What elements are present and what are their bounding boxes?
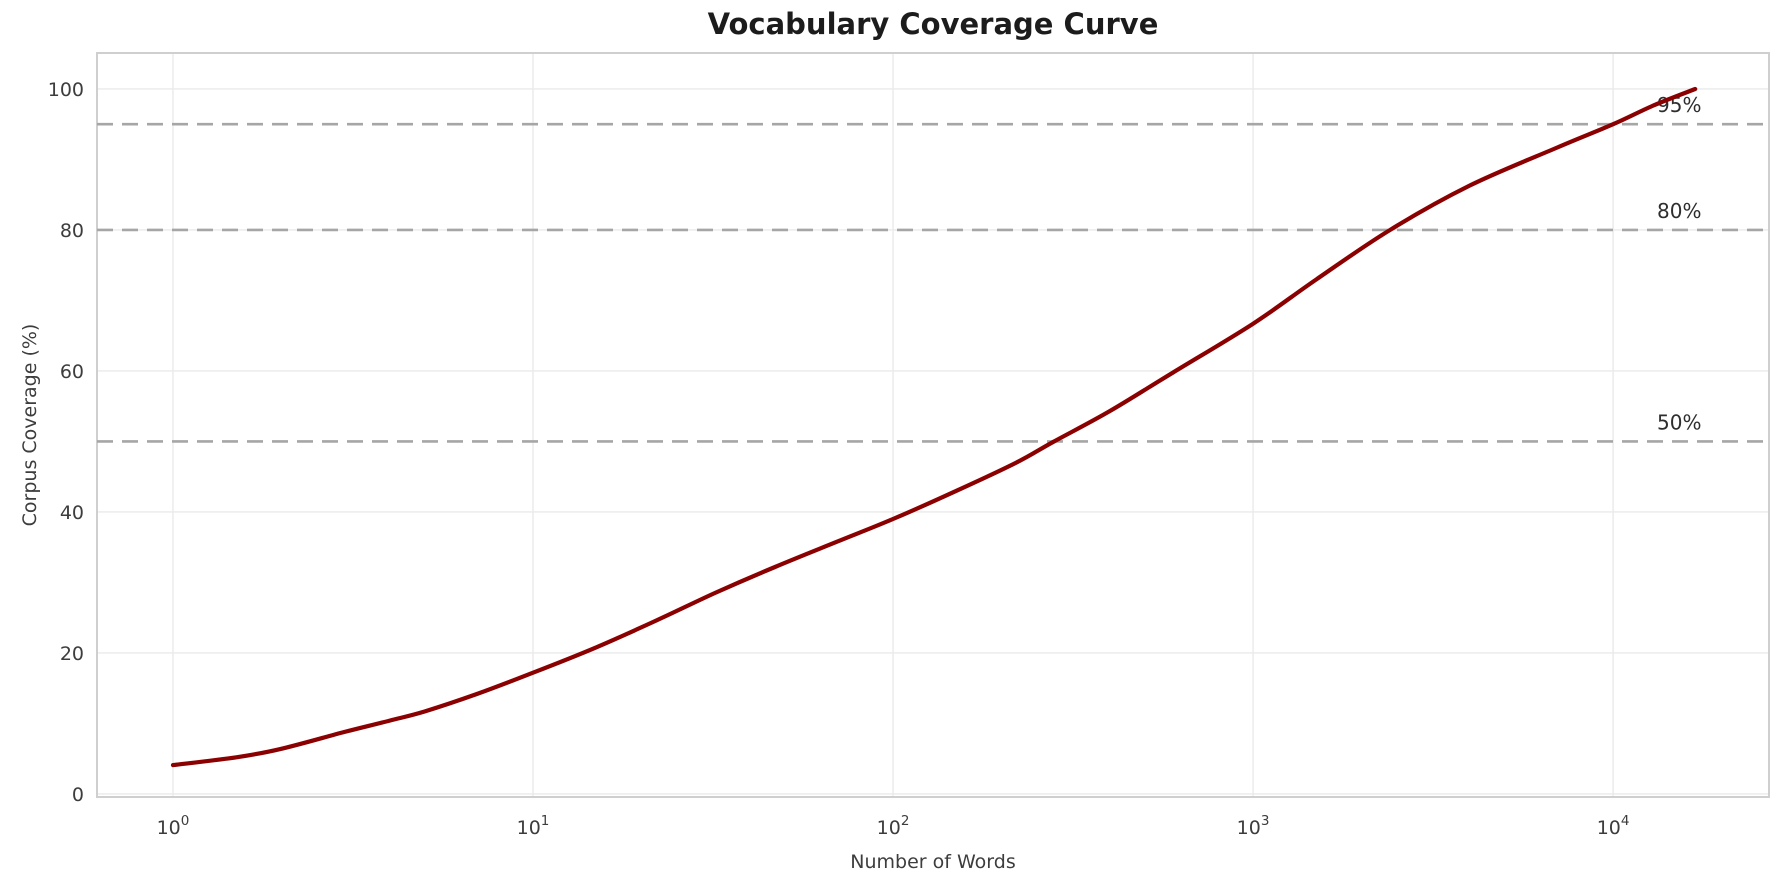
- x-tick-label: 104: [1597, 813, 1630, 839]
- coverage-curve-line: [170, 86, 1698, 768]
- reference-labels: 50%80%95%: [1657, 93, 1701, 434]
- y-tick-label: 40: [60, 502, 84, 524]
- x-tick-label: 102: [877, 813, 910, 839]
- gridlines: [97, 53, 1769, 797]
- y-tick-label: 100: [48, 79, 84, 101]
- axis-tick-labels: 0 20 40 60 80 100 100 101 102 103 104: [48, 79, 1630, 839]
- y-tick-label: 20: [60, 643, 84, 665]
- reference-lines: [97, 122, 1769, 443]
- plot-border: [96, 52, 1770, 798]
- reference-line-label: 80%: [1657, 199, 1701, 223]
- x-tick-label: 101: [517, 813, 550, 839]
- x-tick-label: 100: [157, 813, 190, 839]
- y-tick-label: 80: [60, 220, 84, 242]
- x-tick-label: 103: [1237, 813, 1270, 839]
- y-tick-label: 60: [60, 361, 84, 383]
- reference-line-label: 50%: [1657, 410, 1701, 434]
- x-axis-label: Number of Words: [850, 851, 1015, 873]
- y-axis-label: Corpus Coverage (%): [19, 324, 41, 527]
- chart-title: Vocabulary Coverage Curve: [708, 7, 1159, 41]
- y-tick-label: 0: [72, 784, 84, 806]
